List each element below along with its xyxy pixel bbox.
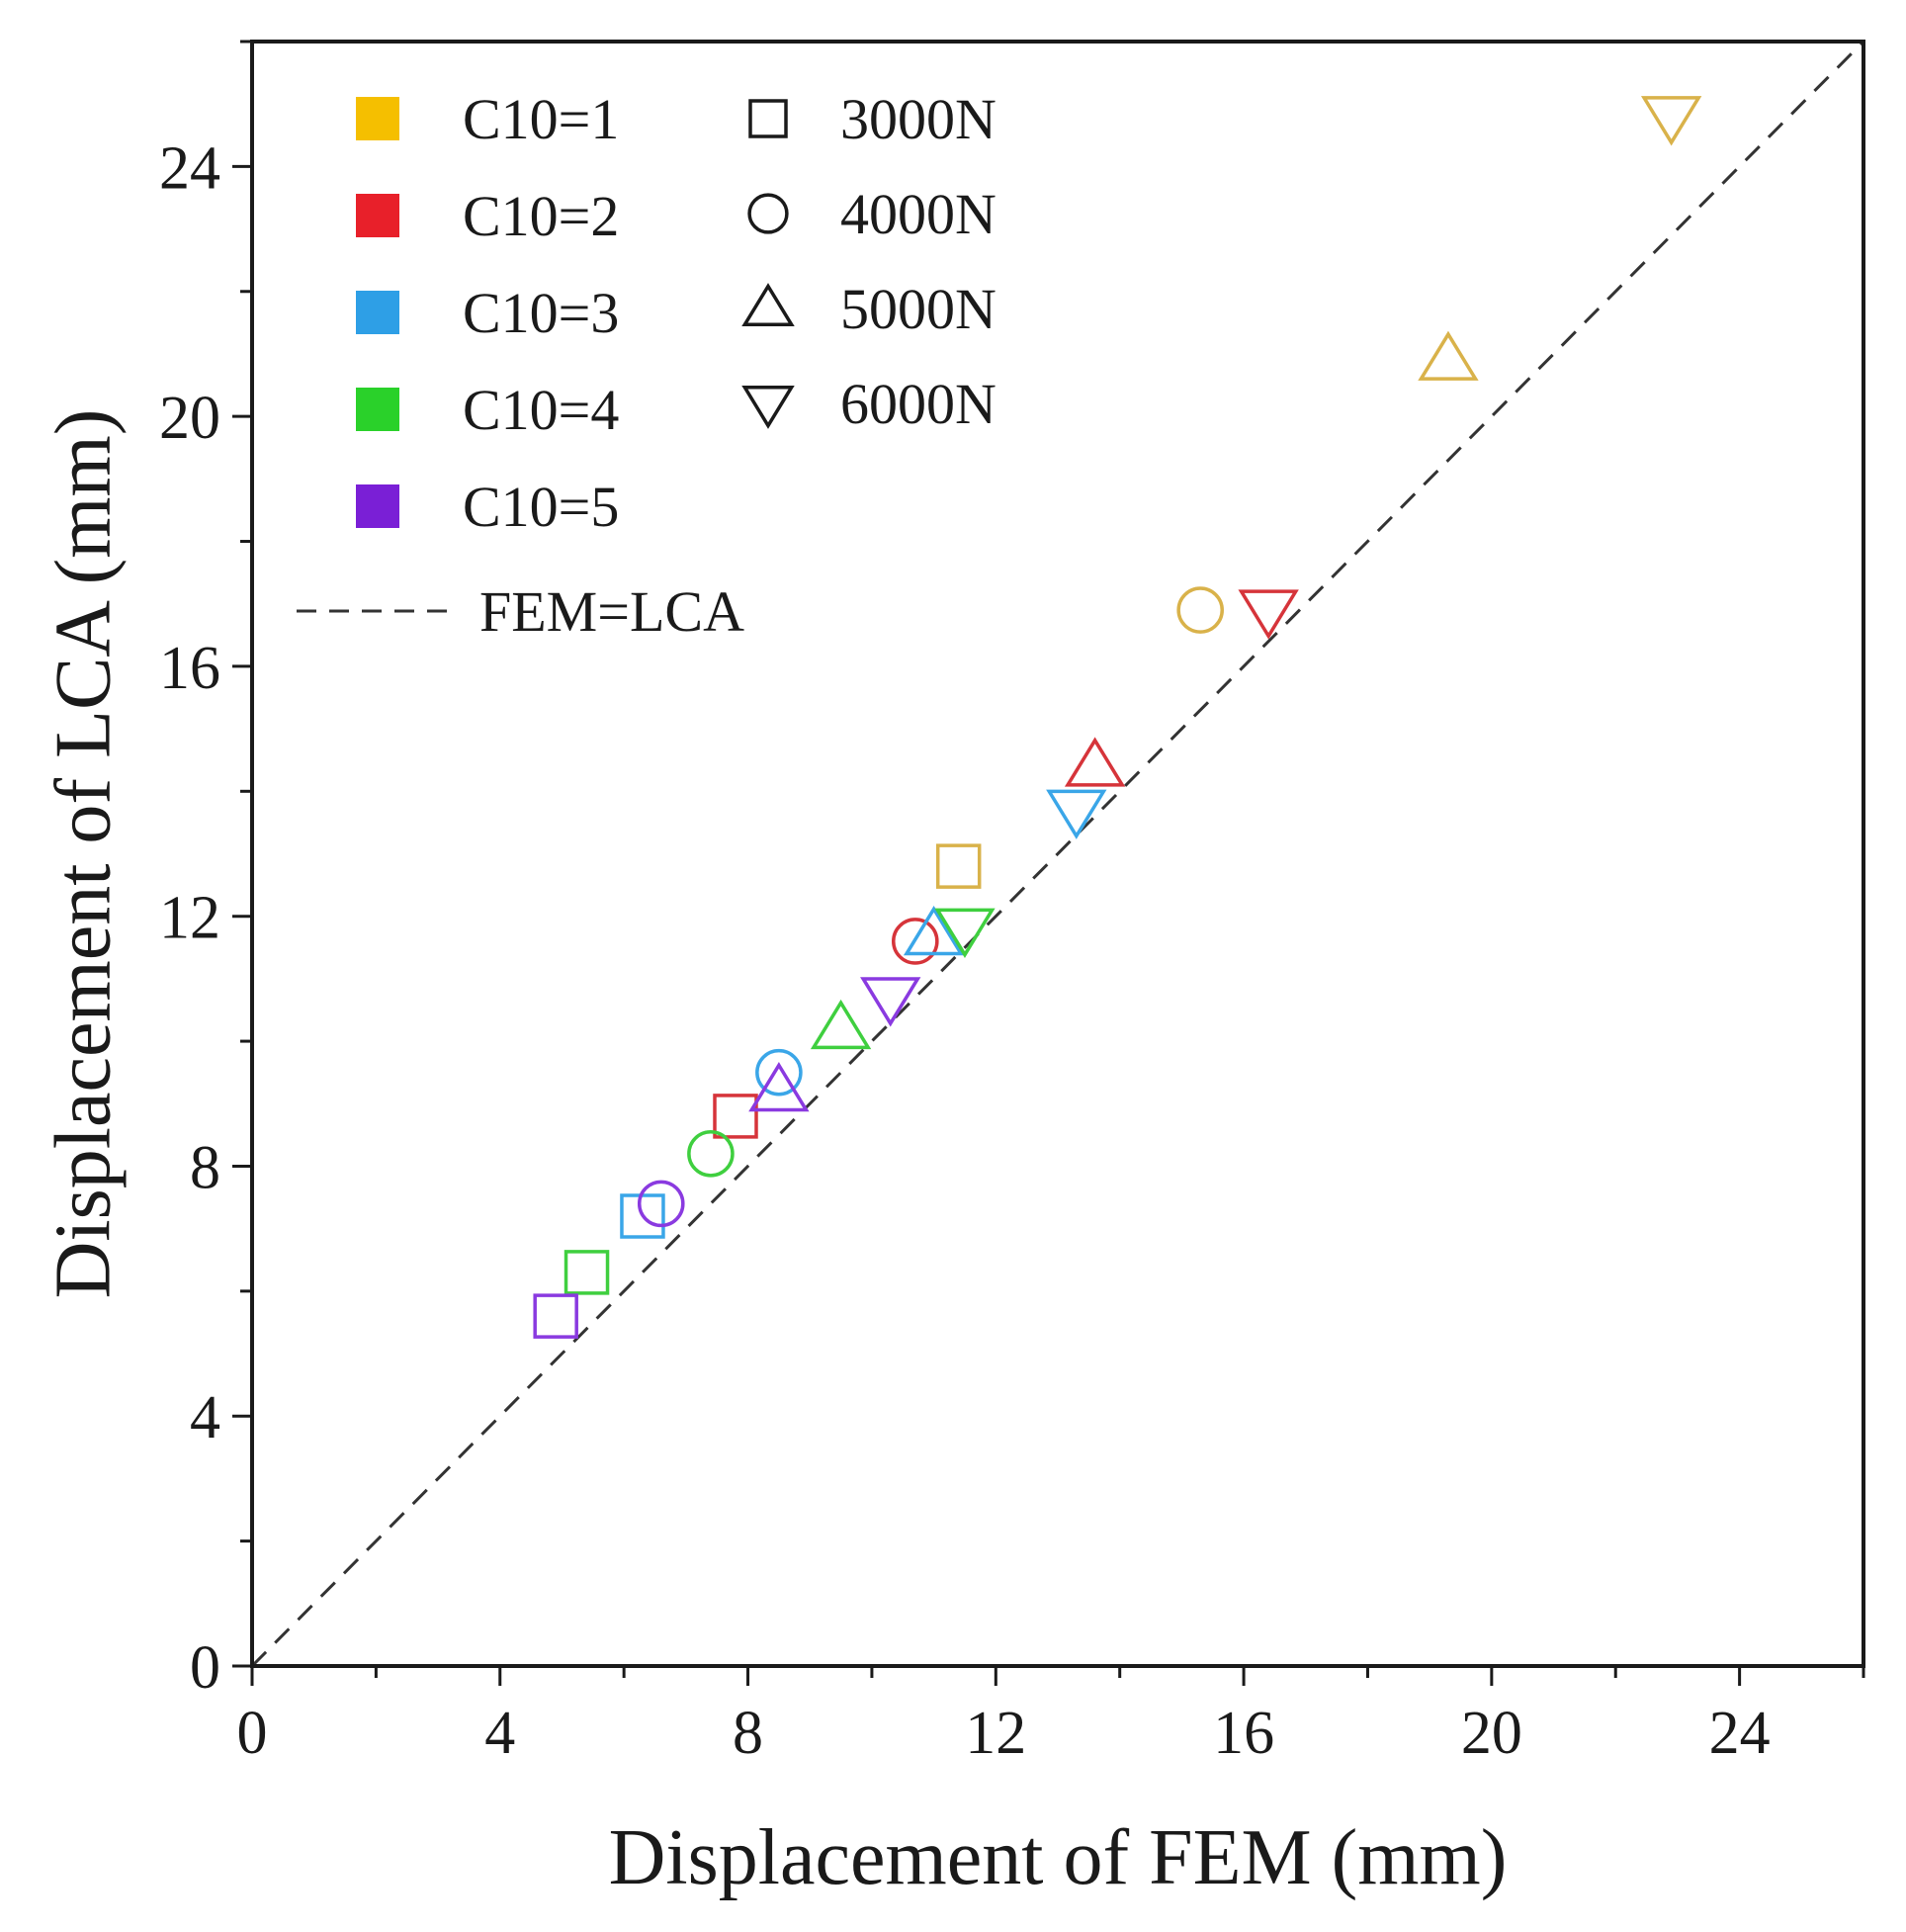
legend-load-marker: [741, 283, 795, 326]
data-point: [1064, 737, 1126, 787]
legend-material-label: C10=1: [463, 87, 619, 151]
reference-line: [250, 40, 1865, 1668]
legend-material-swatch: [356, 97, 399, 140]
legend-material-label: C10=5: [463, 475, 619, 539]
y-tick-label: 4: [190, 1384, 220, 1451]
x-tick-label: 16: [1213, 1700, 1274, 1767]
data-point: [892, 918, 939, 965]
x-tick-label: 4: [484, 1700, 515, 1767]
legend-load-marker: [741, 386, 795, 429]
data-point: [903, 906, 965, 956]
y-tick-label: 8: [190, 1134, 220, 1201]
x-tick-label: 20: [1461, 1700, 1522, 1767]
legend-reference-label: FEM=LCA: [479, 579, 744, 644]
legend-material-label: C10=4: [463, 378, 619, 442]
y-tick-label: 24: [159, 134, 220, 202]
legend-material-swatch: [356, 194, 399, 237]
legend-load-label: 6000N: [840, 372, 996, 436]
legend-load-label: 5000N: [840, 277, 996, 341]
legend-material-label: C10=3: [463, 281, 619, 345]
y-tick-label: 12: [159, 885, 220, 952]
data-point: [1046, 789, 1107, 839]
data-point: [748, 1062, 810, 1112]
y-axis-title: Displacement of LCA (mm): [40, 409, 127, 1299]
legend-load-marker: [747, 193, 789, 234]
data-point: [1418, 330, 1479, 381]
data-points-layer: [533, 96, 1702, 1339]
data-point: [713, 1094, 758, 1139]
plot-frame: [250, 40, 1865, 1668]
legend-material-label: C10=2: [463, 184, 619, 248]
data-point: [637, 1180, 685, 1228]
legend: C10=1 C10=2 C10=3 C10=4 C10=5 3000N 4000N 5000N…: [297, 87, 996, 644]
data-point: [935, 843, 982, 889]
x-tick-label: 8: [733, 1700, 763, 1767]
y-tick-label: 16: [159, 635, 220, 702]
y-tick-label: 0: [190, 1634, 220, 1702]
data-point: [934, 908, 996, 958]
reference-line-layer: [250, 40, 1865, 1668]
legend-material-swatch: [356, 484, 399, 528]
axis-ticks-layer: 0 4 8 12 16 20 24 0 4 8 12 16 20 24: [159, 40, 1865, 1767]
x-axis-title: Displacement of FEM (mm): [609, 1814, 1508, 1901]
data-point: [755, 1048, 803, 1097]
data-point: [687, 1130, 735, 1178]
data-point: [860, 977, 921, 1027]
data-point: [563, 1250, 610, 1295]
legend-load-label: 4000N: [840, 182, 996, 246]
data-point: [1640, 96, 1702, 146]
x-tick-label: 0: [237, 1700, 268, 1767]
x-tick-label: 24: [1709, 1700, 1771, 1767]
data-point: [1176, 586, 1224, 634]
legend-material-swatch: [356, 388, 399, 431]
data-point: [810, 999, 872, 1050]
data-point: [1238, 589, 1299, 640]
legend-load-marker: [748, 99, 788, 138]
data-point: [533, 1293, 578, 1339]
x-tick-label: 12: [965, 1700, 1026, 1767]
legend-load-label: 3000N: [840, 87, 996, 151]
y-tick-label: 20: [159, 385, 220, 452]
legend-material-swatch: [356, 291, 399, 334]
